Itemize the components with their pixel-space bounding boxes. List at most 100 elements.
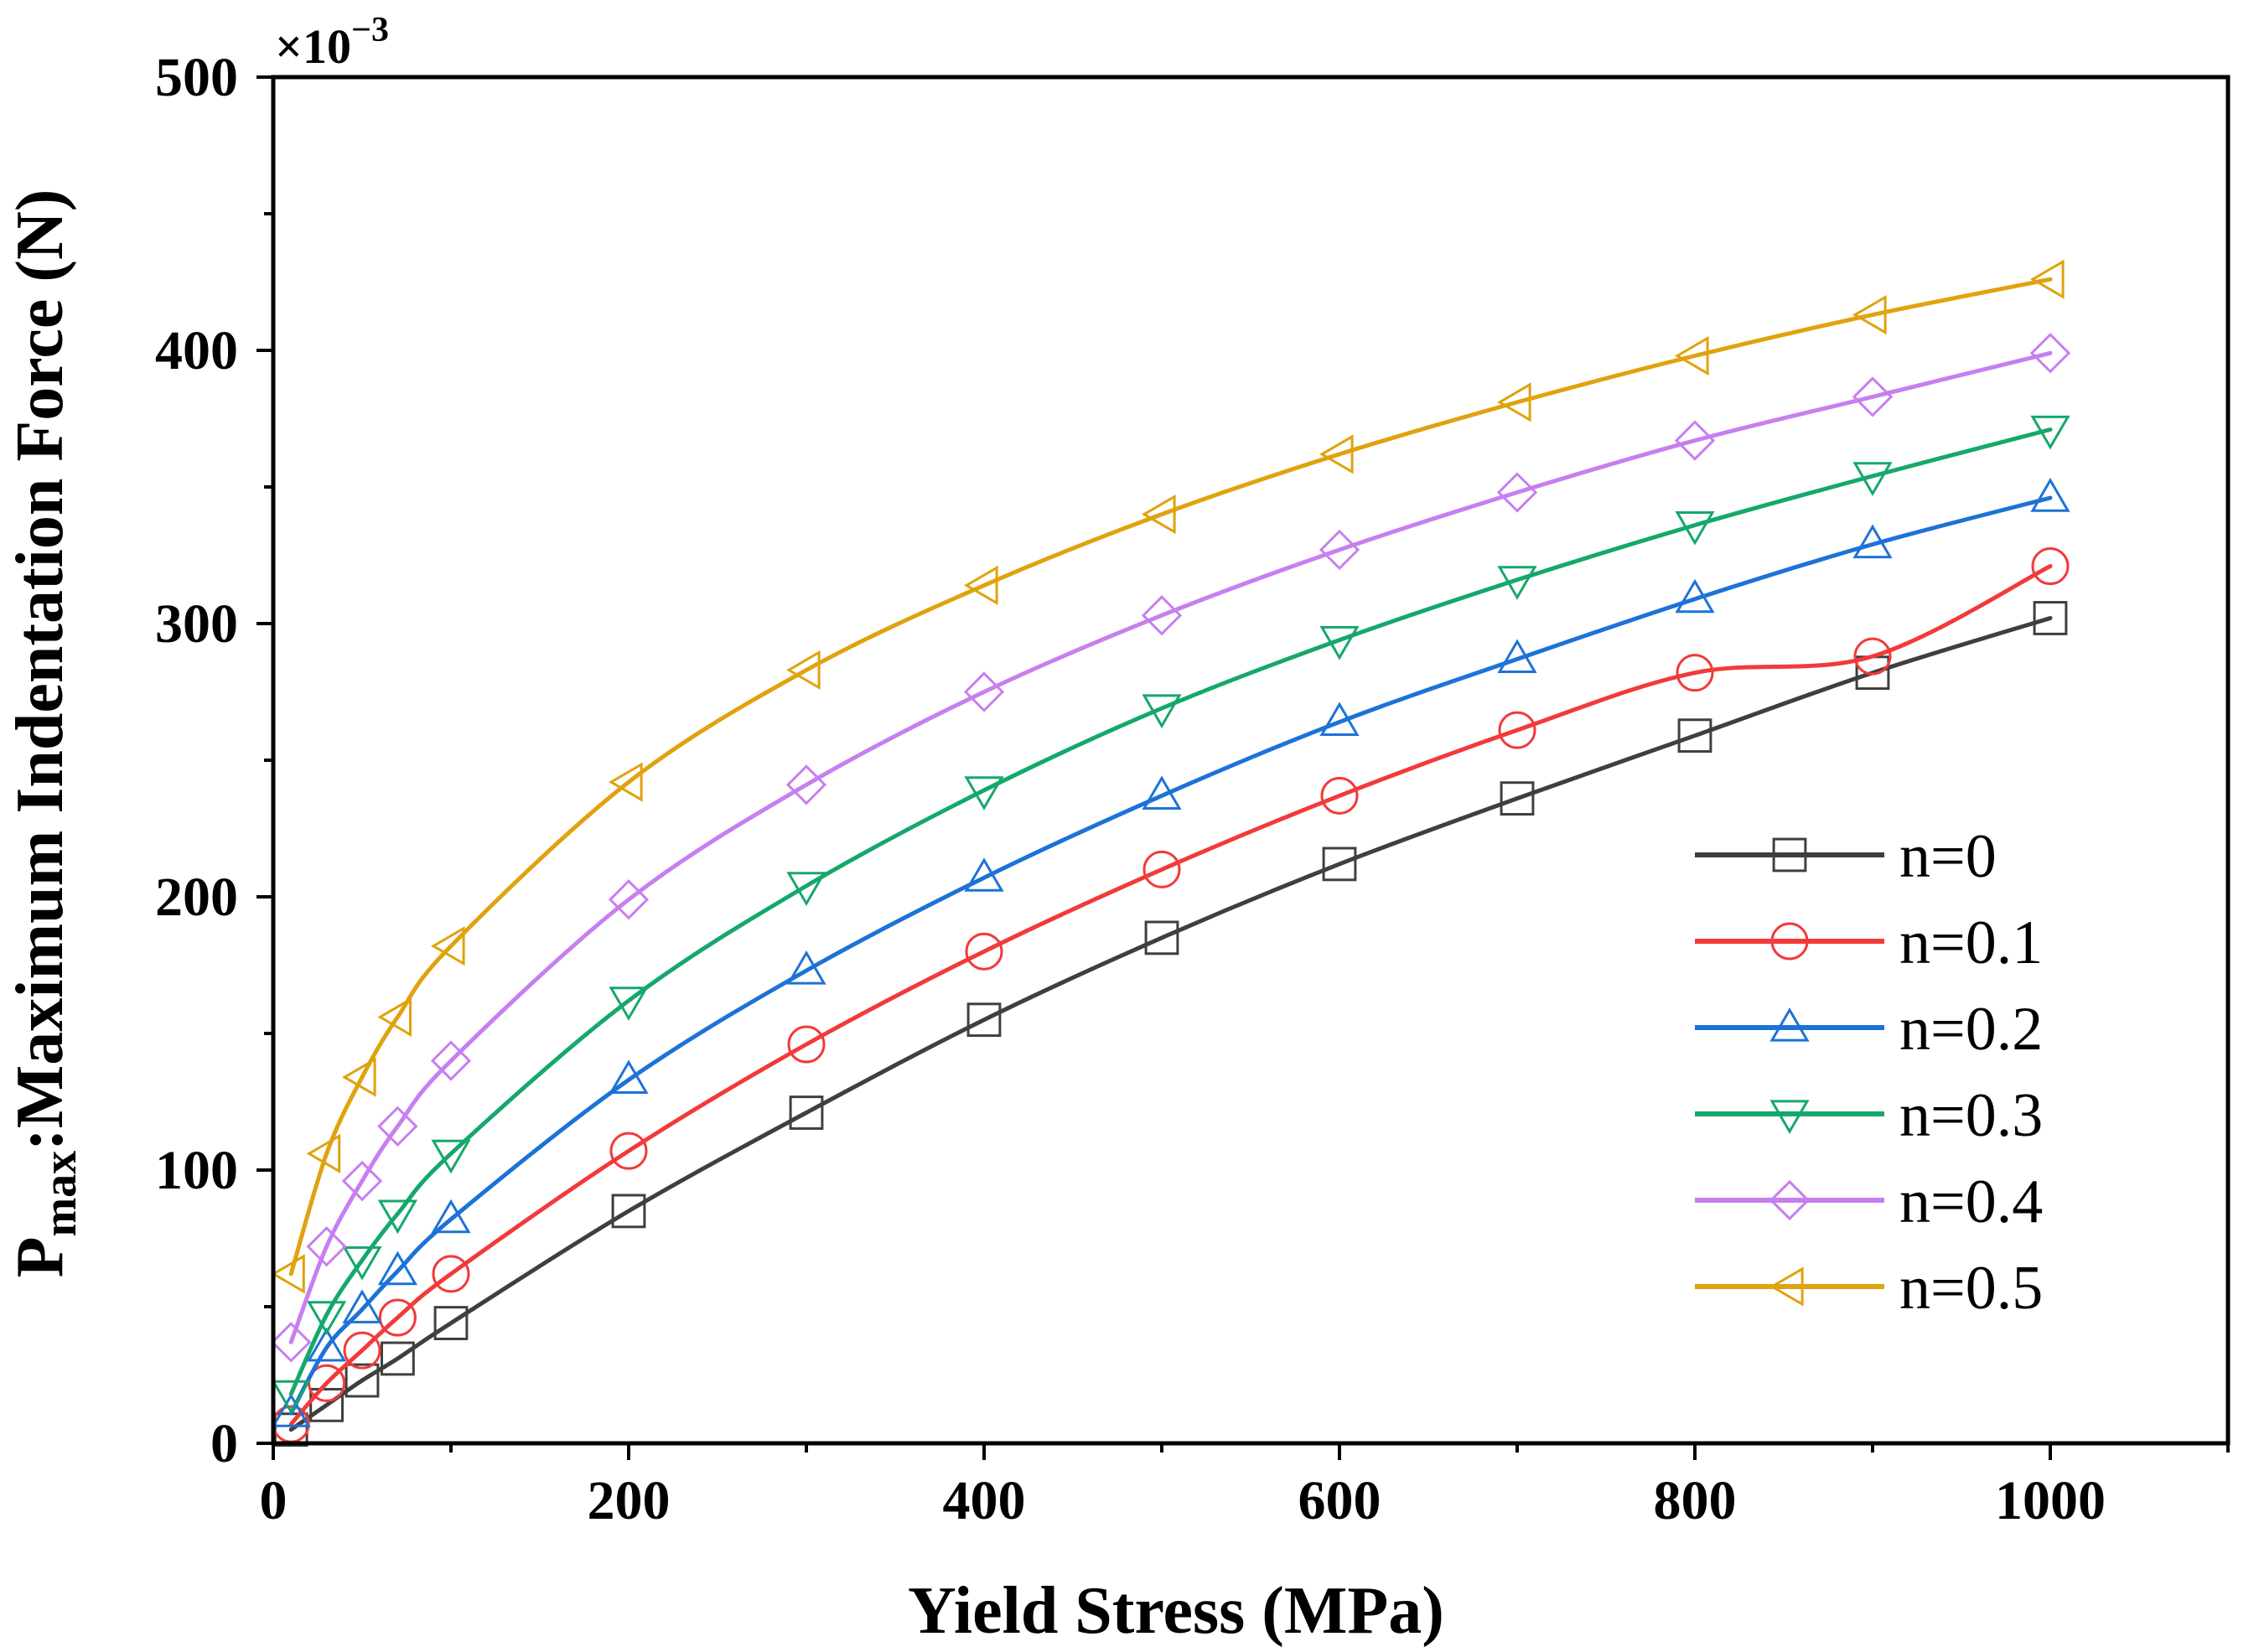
- data-point-n=0.5-x30: [306, 1133, 341, 1174]
- data-point-n=0-x300: [789, 1095, 824, 1130]
- data-point-n=0.5-x300: [786, 650, 821, 691]
- y-axis-label: Pmax:Maximum Indentation Force (N): [3, 189, 86, 1278]
- series-n=0.5: [271, 259, 2065, 1294]
- data-point-n=0.5-x600: [1319, 434, 1354, 474]
- data-point-n=0.5-x1000: [2030, 259, 2065, 299]
- data-point-n=0.4-x700: [1496, 472, 1538, 513]
- series-line-n=0.2: [288, 495, 2053, 1416]
- legend-item-n=0.2: n=0.2: [1695, 995, 2043, 1064]
- plot-frame: [271, 75, 2231, 1446]
- data-point-n=0.3-x900: [1852, 462, 1893, 496]
- y-tick-label-400: 400: [155, 320, 238, 381]
- series-line-n=0.3: [288, 427, 2053, 1396]
- data-point-n=0.4-x50: [341, 1160, 383, 1202]
- legend-item-n=0.1: n=0.1: [1695, 909, 2043, 977]
- data-point-n=0.3-x700: [1497, 566, 1537, 600]
- legend-item-n=0.3: n=0.3: [1695, 1081, 2043, 1150]
- legend-marker-n=0.5: [1769, 1266, 1804, 1307]
- data-point-n=0.2-x100: [431, 1199, 471, 1234]
- data-point-n=0.5-x500: [1142, 494, 1176, 535]
- legend-label-n=0.2: n=0.2: [1899, 995, 2043, 1064]
- data-point-n=0.2-x50: [342, 1289, 382, 1323]
- y-axis-label-rest: :Maximum Indentation Force (N): [3, 189, 77, 1151]
- legend-label-n=0.1: n=0.1: [1899, 909, 2043, 977]
- data-point-n=0.1-x50: [343, 1331, 381, 1370]
- data-point-n=0.4-x10: [270, 1322, 312, 1363]
- y-tick-label-500: 500: [155, 47, 238, 108]
- legend: n=0 n=0.1 n=0.2 n=0.3 n=0.4 n=0.5: [1695, 822, 2043, 1323]
- legend-item-n=0.5: n=0.5: [1695, 1254, 2043, 1323]
- data-point-n=0-x200: [611, 1194, 646, 1229]
- data-point-n=0.2-x900: [1852, 524, 1893, 559]
- data-point-n=0.3-x800: [1675, 511, 1715, 546]
- data-point-n=0.5-x10: [271, 1254, 305, 1294]
- data-point-n=0.5-x70: [377, 997, 412, 1038]
- legend-item-n=0: n=0: [1695, 822, 1997, 891]
- series-n=0: [273, 601, 2068, 1447]
- data-point-n=0.1-x400: [965, 932, 1003, 971]
- data-point-n=0.1-x800: [1676, 654, 1714, 692]
- x-tick-label-1000: 1000: [1995, 1470, 2106, 1531]
- data-point-n=0.1-x300: [787, 1025, 826, 1064]
- data-point-n=0.4-x400: [963, 671, 1005, 712]
- data-point-n=0.3-x10: [271, 1380, 311, 1415]
- data-point-n=0-x70: [381, 1341, 415, 1376]
- series-n=0.2: [271, 478, 2070, 1427]
- data-point-n=0.5-x200: [609, 762, 643, 802]
- data-point-n=0.5-x50: [342, 1057, 376, 1097]
- data-point-n=0.4-x70: [377, 1106, 418, 1147]
- axes-layer: 0 200 400 600 800 1000 0 100 200 300 400 500: [155, 47, 2231, 1531]
- series-line-n=0.4: [288, 350, 2053, 1344]
- data-point-n=0.2-x300: [786, 950, 826, 985]
- data-point-n=0.5-x400: [964, 565, 998, 606]
- data-point-n=0.3-x500: [1142, 694, 1182, 729]
- legend-label-n=0.3: n=0.3: [1899, 1081, 2043, 1150]
- data-point-n=0.3-x30: [306, 1301, 347, 1335]
- data-point-n=0.2-x600: [1319, 702, 1360, 736]
- data-point-n=0.1-x100: [432, 1255, 470, 1293]
- x-tick-label-400: 400: [943, 1470, 1026, 1531]
- legend-label-n=0.5: n=0.5: [1899, 1254, 2043, 1323]
- data-point-n=0.2-x400: [964, 857, 1004, 892]
- x-tick-label-800: 800: [1654, 1470, 1737, 1531]
- data-point-n=0.4-x800: [1674, 420, 1716, 461]
- data-point-n=0.3-x50: [342, 1246, 382, 1281]
- legend-marker-n=0.2: [1769, 1007, 1810, 1042]
- data-point-n=0.1-x500: [1142, 850, 1181, 888]
- data-point-n=0.4-x900: [1852, 376, 1894, 417]
- x-axis-label: Yield Stress (MPa): [908, 1574, 1444, 1648]
- y-axis-multiplier-exponent: −3: [351, 11, 389, 49]
- y-tick-label-300: 300: [155, 593, 238, 655]
- data-point-n=0.1-x200: [609, 1132, 648, 1170]
- data-point-n=0.1-x900: [1853, 637, 1892, 676]
- x-tick-label-600: 600: [1298, 1470, 1381, 1531]
- data-point-n=0.1-x1000: [2031, 547, 2070, 586]
- series-line-n=0.1: [288, 564, 2053, 1427]
- y-tick-label-200: 200: [155, 867, 238, 928]
- data-point-n=0-x500: [1144, 920, 1179, 955]
- y-tick-label-100: 100: [155, 1140, 238, 1201]
- x-tick-label-200: 200: [588, 1470, 671, 1531]
- data-point-n=0.5-x800: [1675, 335, 1709, 376]
- data-point-n=0-x1000: [2033, 601, 2068, 635]
- data-point-n=0.1-x600: [1320, 776, 1359, 815]
- data-point-n=0-x30: [309, 1387, 345, 1422]
- legend-marker-n=0.4: [1769, 1179, 1811, 1221]
- y-axis-multiplier-base: ×10: [275, 19, 351, 74]
- legend-marker-n=0.1: [1770, 922, 1809, 961]
- data-point-n=0.2-x700: [1497, 639, 1537, 673]
- data-point-n=0.5-x100: [431, 926, 465, 966]
- data-point-n=0.4-x200: [608, 879, 650, 920]
- data-point-n=0.5-x900: [1852, 294, 1887, 335]
- data-point-n=0-x800: [1677, 718, 1712, 753]
- series-n=0.3: [271, 415, 2070, 1415]
- legend-marker-n=0: [1772, 837, 1807, 873]
- data-point-n=0.3-x1000: [2030, 415, 2070, 450]
- legend-item-n=0.4: n=0.4: [1695, 1168, 2043, 1236]
- data-point-n=0.3-x200: [609, 987, 649, 1021]
- y-axis-label-subscript: max: [34, 1151, 86, 1237]
- data-point-n=0.4-x100: [430, 1040, 472, 1081]
- data-point-n=0.2-x10: [271, 1393, 311, 1427]
- data-point-n=0.3-x300: [786, 872, 826, 906]
- legend-label-n=0: n=0: [1899, 822, 1997, 891]
